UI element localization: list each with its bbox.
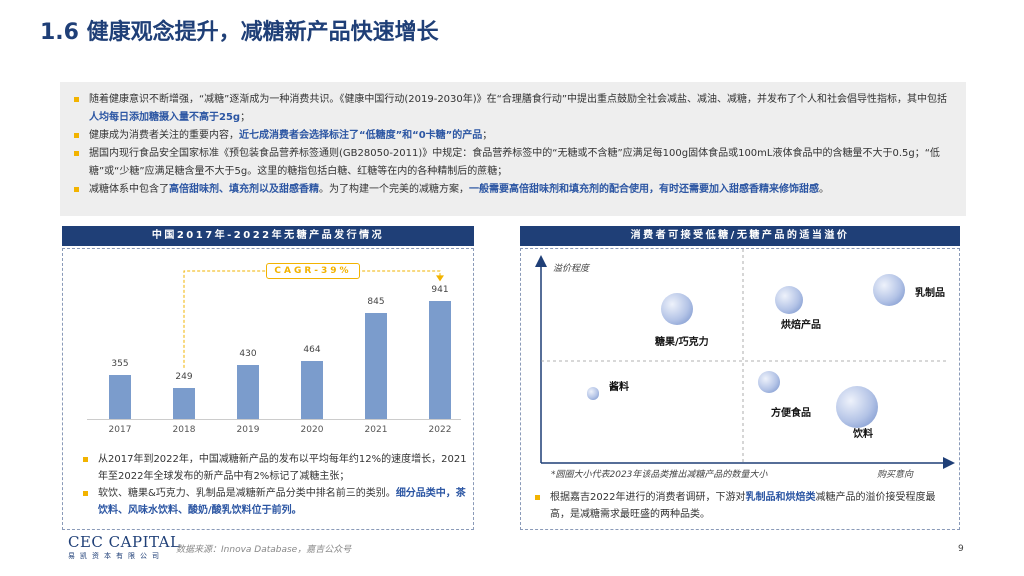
bullet-item: 软饮、糖果&巧克力、乳制品是减糖新产品分类中排名前三的类别。细分品类中，茶饮料、… [79, 485, 471, 519]
bubble-酱料 [586, 387, 600, 400]
x-tick-label: 2020 [300, 425, 324, 435]
bullet-item: 据国内现行食品安全国家标准《预包装食品营养标签通则(GB28050-2011)》… [70, 145, 956, 181]
body-text: 随着健康意识不断增强，“减糖”逐渐成为一种消费共识。《健康中国行动(2019-2… [89, 94, 948, 105]
bar-2018 [173, 387, 195, 419]
bar-value-label: 355 [111, 358, 129, 369]
cagr-arrow [183, 270, 444, 368]
bubble-乳制品 [872, 273, 906, 307]
left-panel: 355 2017 249 2018 430 2019 464 2020 845 2021 941 20… [62, 248, 474, 530]
body-text: ； [240, 112, 251, 123]
bullet-text: 软饮、糖果&巧克力、乳制品是减糖新产品分类中排名前三的类别。细分品类中，茶饮料、… [98, 485, 471, 519]
x-tick-label: 2022 [428, 425, 452, 435]
logo: CEC CAPITAL [68, 533, 181, 551]
bullet-item: 根据嘉吉2022年进行的消费者调研，下游对乳制品和烘焙类减糖产品的溢价接受程度最… [531, 489, 955, 523]
bubble-label: 酱料 [609, 381, 629, 393]
x-tick-label: 2021 [364, 425, 388, 435]
bar-2020 [301, 361, 323, 419]
bullet-square-icon [535, 495, 540, 500]
highlight-text: 近七成消费者会选择标注了“低糖度”和“0卡糖”的产品 [239, 130, 483, 141]
body-text: 。 [819, 184, 829, 195]
body-text: 。为了构建一个完美的减糖方案， [319, 184, 469, 195]
body-text: 据国内现行食品安全国家标准《预包装食品营养标签通则(GB28050-2011)》… [89, 148, 940, 177]
body-text: 健康成为消费者关注的重要内容， [89, 130, 239, 141]
bullet-text: 据国内现行食品安全国家标准《预包装食品营养标签通则(GB28050-2011)》… [89, 145, 956, 181]
cagr-label: CAGR-39% [266, 263, 360, 279]
x-axis-label: 购买意向 [877, 470, 914, 480]
body-text: 减糖体系中包含了 [89, 184, 169, 195]
y-axis-label: 溢价程度 [553, 264, 590, 274]
bubble-axes [535, 249, 955, 469]
bar-2021 [365, 313, 387, 419]
page-number: 9 [958, 544, 964, 554]
bubble-方便食品 [758, 371, 780, 394]
bullet-text: 根据嘉吉2022年进行的消费者调研，下游对乳制品和烘焙类减糖产品的溢价接受程度最… [550, 489, 955, 523]
bubble-label: 饮料 [853, 429, 873, 441]
highlight-text: 一般需要高倍甜味剂和填充剂的配合使用，有时还需要加入甜感香精来修饰甜感 [469, 184, 819, 195]
bullet-text: 从2017年到2022年，中国减糖新产品的发布以平均每年约12%的速度增长，20… [98, 451, 471, 485]
body-text: 减糖产品的溢价接受程度最高，是减糖需求最旺盛的两种品类。 [550, 492, 936, 520]
bullet-square-icon [74, 97, 79, 102]
bullet-item: 减糖体系中包含了高倍甜味剂、填充剂以及甜感香精。为了构建一个完美的减糖方案，一般… [70, 181, 956, 199]
bullet-square-icon [74, 187, 79, 192]
bullet-square-icon [83, 491, 88, 496]
highlight-text: 高倍甜味剂、填充剂以及甜感香精 [169, 184, 319, 195]
right-panel-header: 消费者可接受低糖/无糖产品的适当溢价 [520, 226, 960, 246]
body-text: 从2017年到2022年，中国减糖新产品的发布以平均每年约12%的速度增长，20… [98, 454, 467, 482]
x-tick-label: 2017 [108, 425, 132, 435]
bubble-chart: 乳制品烘焙产品糖果/巧克力方便食品饮料 酱料 [521, 249, 961, 489]
bullet-item: 健康成为消费者关注的重要内容，近七成消费者会选择标注了“低糖度”和“0卡糖”的产… [70, 127, 956, 145]
bar-2017 [109, 374, 131, 419]
highlight-text: 人均每日添加糖摄入量不高于25g [89, 112, 241, 123]
highlight-text: 细分品类中，茶饮料、风味水饮料、酸奶/酸乳饮料位于前列。 [98, 488, 466, 516]
bubble-糖果/巧克力 [660, 293, 694, 326]
bubble-饮料 [835, 385, 879, 429]
bullet-square-icon [74, 151, 79, 156]
body-text: ； [482, 130, 493, 141]
bar-2019 [237, 365, 259, 419]
bullet-square-icon [74, 133, 79, 138]
left-panel-header: 中国2017年-2022年无糖产品发行情况 [62, 226, 474, 246]
bar-value-label: 249 [175, 371, 193, 382]
bubble-label: 烘焙产品 [781, 319, 821, 331]
bubble-label: 方便食品 [771, 408, 811, 420]
right-bullets: 根据嘉吉2022年进行的消费者调研，下游对乳制品和烘焙类减糖产品的溢价接受程度最… [531, 489, 955, 523]
bubble-烘焙产品 [774, 285, 804, 314]
bullet-text: 健康成为消费者关注的重要内容，近七成消费者会选择标注了“低糖度”和“0卡糖”的产… [89, 127, 492, 145]
x-tick-label: 2019 [236, 425, 260, 435]
x-axis-line [87, 419, 461, 420]
body-text: 根据嘉吉2022年进行的消费者调研，下游对 [550, 492, 746, 503]
bar-chart: 355 2017 249 2018 430 2019 464 2020 845 2021 941 20… [63, 249, 473, 449]
bullet-text: 减糖体系中包含了高倍甜味剂、填充剂以及甜感香精。为了构建一个完美的减糖方案，一般… [89, 181, 829, 199]
right-panel: 溢价程度 乳制品烘焙产品糖果/巧克力方便食品饮料 酱料 *圆圈大小代表2023年该… [520, 248, 960, 530]
bar-value-label: 941 [431, 285, 449, 296]
body-text: 软饮、糖果&巧克力、乳制品是减糖新产品分类中排名前三的类别。 [98, 488, 396, 499]
bullet-item: 从2017年到2022年，中国减糖新产品的发布以平均每年约12%的速度增长，20… [79, 451, 471, 485]
bullet-text: 随着健康意识不断增强，“减糖”逐渐成为一种消费共识。《健康中国行动(2019-2… [89, 91, 956, 127]
bar-value-label: 845 [367, 297, 385, 308]
logo-subtitle: 易凯资本有限公司 [68, 552, 164, 560]
bullet-square-icon [83, 457, 88, 462]
left-bullets: 从2017年到2022年，中国减糖新产品的发布以平均每年约12%的速度增长，20… [79, 451, 471, 519]
bar-2022 [429, 301, 451, 419]
bar-value-label: 430 [239, 349, 257, 360]
page-title: 1.6 健康观念提升，减糖新产品快速增长 [40, 20, 439, 45]
summary-bullets: 随着健康意识不断增强，“减糖”逐渐成为一种消费共识。《健康中国行动(2019-2… [60, 82, 966, 216]
bubble-label: 糖果/巧克力 [655, 337, 709, 349]
data-source: 数据来源：Innova Database，嘉吉公众号 [176, 545, 352, 555]
highlight-text: 乳制品和烘焙类 [745, 492, 816, 503]
chart-note: *圆圈大小代表2023年该品类推出减糖产品的数量大小 [551, 470, 768, 480]
x-tick-label: 2018 [172, 425, 196, 435]
bullet-item: 随着健康意识不断增强，“减糖”逐渐成为一种消费共识。《健康中国行动(2019-2… [70, 91, 956, 127]
bubble-label: 乳制品 [915, 288, 945, 300]
bar-value-label: 464 [303, 345, 321, 355]
